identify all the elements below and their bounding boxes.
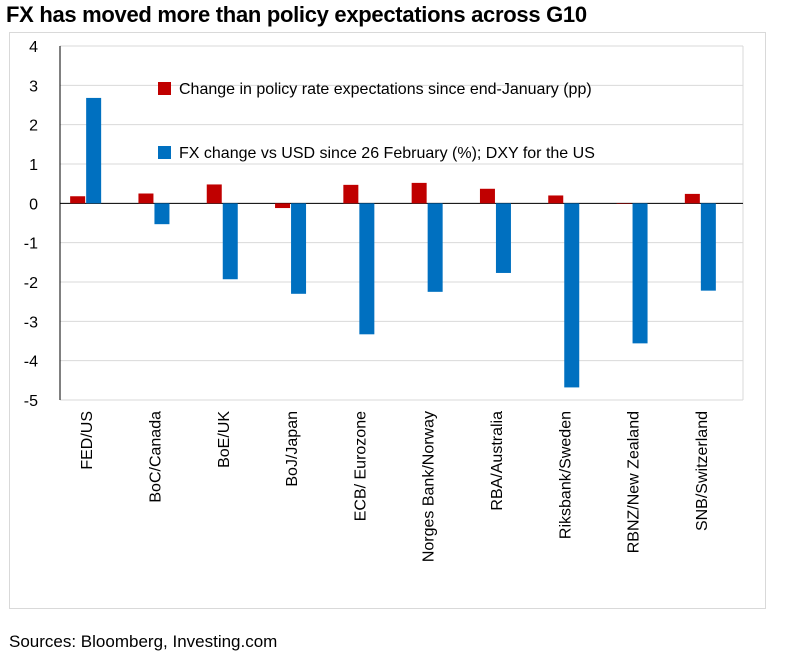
- y-tick-label: -3: [24, 314, 38, 331]
- y-tick-labels: 4 3 2 1 0 -1 -2 -3 -4 -5: [24, 39, 38, 410]
- legend: Change in policy rate expectations since…: [158, 81, 595, 162]
- x-category-label: RBA/Australia: [489, 411, 506, 511]
- fx-change-bar: [154, 203, 170, 225]
- policy-rate-bar: [548, 195, 564, 204]
- fx-change-bar: [291, 203, 307, 294]
- y-tick-label: 2: [29, 118, 38, 135]
- policy-rate-bar: [479, 188, 495, 204]
- y-tick-label: -1: [24, 236, 38, 253]
- x-category-label: FED/US: [79, 411, 96, 470]
- source-note: Sources: Bloomberg, Investing.com: [9, 632, 278, 651]
- bars: [70, 97, 716, 388]
- x-category-label: BoJ/Japan: [284, 411, 301, 487]
- policy-rate-bar: [343, 184, 359, 204]
- fx-change-bar: [564, 203, 580, 388]
- x-category-label: BoE/UK: [216, 411, 233, 468]
- fx-change-bar: [700, 203, 716, 291]
- legend-label: Change in policy rate expectations since…: [179, 81, 592, 98]
- x-category-label: Norges Bank/Norway: [421, 411, 438, 562]
- y-tick-label: -2: [24, 275, 38, 292]
- legend-swatch-policy: [158, 82, 171, 95]
- y-tick-label: -4: [24, 354, 38, 371]
- x-category-label: SNB/Switzerland: [694, 411, 711, 531]
- y-tick-label: 0: [29, 196, 38, 213]
- x-category-label: ECB/ Eurozone: [352, 411, 369, 521]
- fx-change-bar: [222, 203, 238, 280]
- legend-label: FX change vs USD since 26 February (%); …: [179, 145, 595, 162]
- policy-rate-bar: [138, 193, 154, 204]
- fx-change-bar: [632, 203, 648, 344]
- chart-area: [9, 32, 766, 609]
- policy-rate-bar: [275, 203, 291, 209]
- gridlines: [60, 45, 744, 401]
- chart-title: FX has moved more than policy expectatio…: [6, 2, 587, 27]
- policy-rate-bar: [70, 196, 86, 204]
- x-category-label: RBNZ/New Zealand: [626, 411, 643, 553]
- y-tick-label: 1: [29, 157, 38, 174]
- fx-change-bar: [86, 97, 102, 204]
- fx-change-bar: [427, 203, 443, 292]
- x-category-label: BoC/Canada: [147, 411, 164, 503]
- fx-change-bar: [495, 203, 511, 273]
- legend-swatch-fx: [158, 146, 171, 159]
- x-category-label: Riksbank/Sweden: [557, 411, 574, 539]
- policy-rate-bar: [684, 193, 700, 204]
- x-category-labels: FED/US BoC/Canada BoE/UK BoJ/Japan ECB/ Euro…: [79, 411, 711, 562]
- y-tick-label: 3: [29, 78, 38, 95]
- policy-rate-bar: [206, 184, 222, 204]
- y-tick-label: -5: [24, 393, 38, 410]
- policy-rate-bar: [616, 203, 632, 204]
- policy-rate-bar: [411, 182, 427, 204]
- fx-change-bar: [359, 203, 375, 335]
- y-tick-label: 4: [29, 39, 38, 56]
